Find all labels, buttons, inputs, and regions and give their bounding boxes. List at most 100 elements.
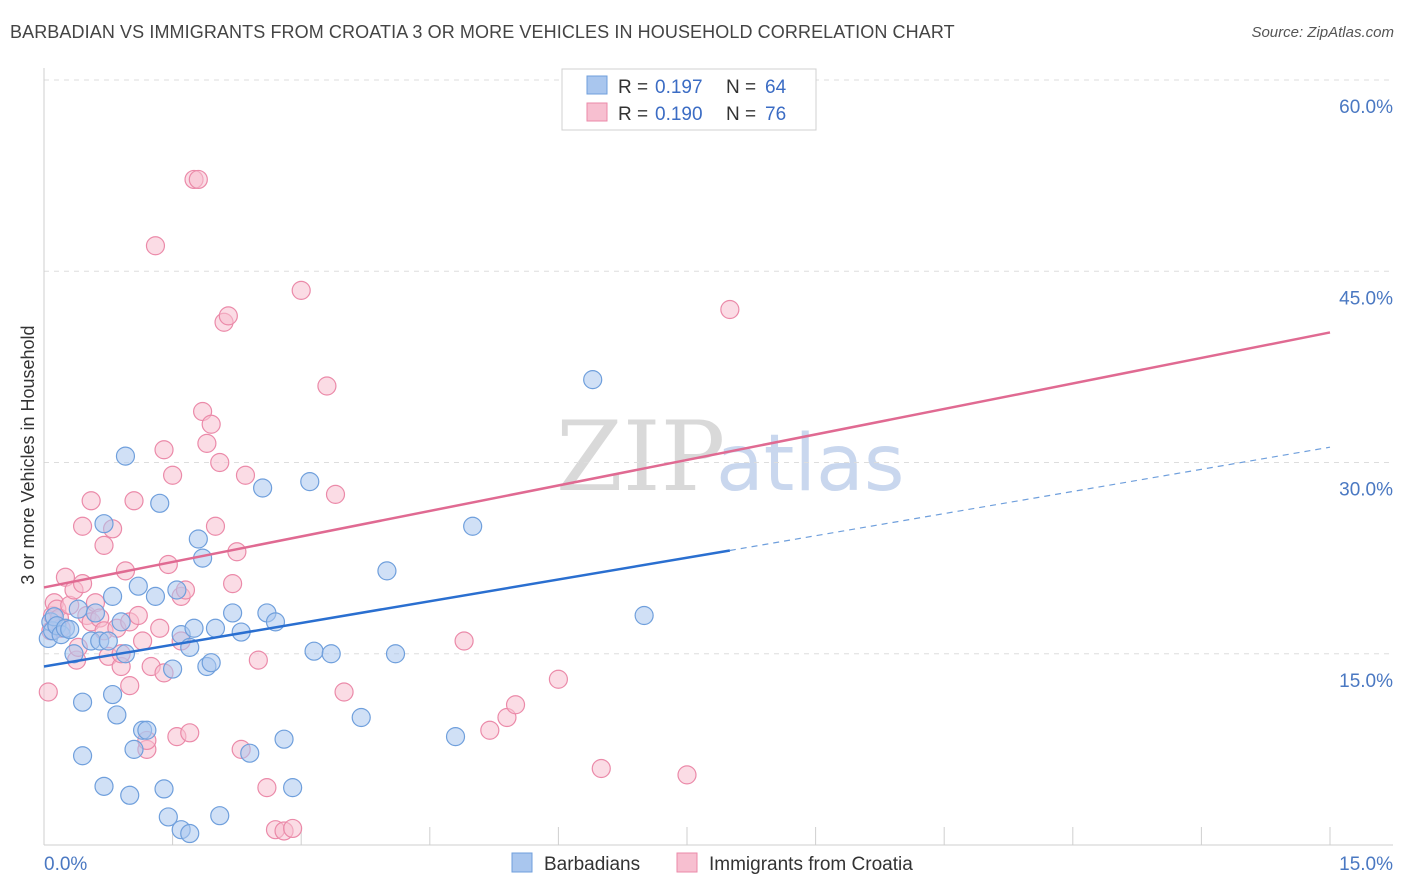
legend-swatch-blue	[586, 75, 608, 95]
point-barbadians-18	[102, 586, 123, 606]
legend-r-label-2: R =	[618, 104, 648, 125]
point-barbadians-15	[94, 776, 114, 796]
point-croatia-50	[218, 306, 238, 326]
point-barbadians-58	[377, 561, 397, 581]
point-barbadians-31	[154, 779, 174, 799]
chart-source: Source: ZipAtlas.com	[1251, 24, 1394, 41]
point-barbadians-57	[351, 707, 371, 728]
point-barbadians-19	[102, 684, 123, 705]
point-barbadians-25	[124, 739, 144, 759]
bottom-legend-swatch-croatia	[676, 852, 698, 873]
point-barbadians-9	[68, 599, 88, 619]
point-croatia-28	[124, 491, 144, 511]
point-barbadians-52	[274, 729, 294, 749]
legend-n-label-1: N =	[726, 77, 756, 98]
point-croatia-63	[334, 682, 354, 702]
point-barbadians-61	[463, 516, 483, 536]
y-tick-label-1: 30.0%	[1339, 480, 1393, 501]
point-barbadians-8	[64, 644, 84, 664]
point-barbadians-20	[107, 705, 127, 725]
y-tick-label-2: 45.0%	[1339, 288, 1393, 309]
point-croatia-35	[154, 440, 174, 460]
point-barbadians-10	[72, 692, 93, 712]
point-barbadians-21	[111, 612, 131, 632]
trend-line-barbadians	[43, 549, 731, 668]
point-croatia-64	[454, 631, 474, 651]
point-croatia-20	[94, 535, 114, 555]
point-croatia-70	[677, 765, 697, 785]
point-barbadians-39	[184, 618, 204, 638]
point-barbadians-29	[145, 586, 166, 606]
point-croatia-46	[201, 414, 221, 434]
series-legend: Barbadians Immigrants from Croatia	[511, 852, 913, 875]
point-croatia-69	[591, 758, 611, 779]
point-croatia-33	[145, 236, 166, 256]
bottom-legend-swatch-barbadians	[511, 852, 533, 873]
point-croatia-52	[227, 542, 247, 562]
legend-n-value-2: 76	[765, 104, 786, 125]
point-barbadians-44	[205, 618, 226, 638]
legend-swatch-pink	[586, 102, 608, 122]
point-barbadians-56	[321, 644, 341, 664]
point-croatia-41	[180, 723, 200, 743]
point-croatia-61	[317, 376, 337, 396]
y-tick-label-0: 15.0%	[1339, 671, 1393, 692]
point-barbadians-40	[188, 529, 208, 549]
point-barbadians-49	[253, 478, 273, 498]
point-croatia-45	[197, 433, 217, 453]
point-barbadians-59	[385, 644, 406, 664]
point-barbadians-46	[223, 603, 243, 623]
bottom-legend-barbadians: Barbadians	[544, 854, 640, 875]
point-barbadians-55	[304, 641, 324, 661]
point-croatia-60	[291, 280, 311, 300]
point-croatia-30	[132, 631, 153, 651]
point-croatia-59	[283, 818, 303, 839]
point-barbadians-30	[150, 493, 170, 513]
legend-n-label-2: N =	[726, 104, 756, 125]
point-barbadians-37	[180, 823, 200, 844]
y-tick-label-3: 60.0%	[1339, 97, 1393, 118]
point-croatia-47	[205, 516, 226, 536]
point-barbadians-22	[115, 446, 136, 466]
legend-r-label-1: R =	[618, 77, 648, 98]
point-barbadians-63	[634, 605, 654, 626]
legend-r-value-1: 0.197	[655, 77, 703, 98]
trend-line-croatia	[43, 331, 1331, 589]
trend-line-barbadians-extension	[729, 446, 1331, 552]
x-tick-label-max: 15.0%	[1339, 854, 1393, 875]
point-barbadians-32	[158, 807, 178, 827]
point-barbadians-13	[85, 603, 106, 623]
point-croatia-55	[248, 650, 268, 670]
grid	[44, 79, 1393, 655]
point-croatia-29	[128, 605, 148, 626]
point-barbadians-7	[60, 619, 80, 640]
series-barbadians	[38, 370, 654, 844]
chart-title: BARBADIAN VS IMMIGRANTS FROM CROATIA 3 O…	[10, 22, 955, 42]
point-barbadians-26	[128, 576, 148, 596]
point-barbadians-34	[167, 580, 187, 600]
tick-labels: 15.0% 30.0% 45.0% 60.0% 0.0% 15.0%	[44, 97, 1393, 875]
point-barbadians-11	[72, 746, 93, 766]
point-croatia-0	[38, 682, 58, 702]
point-croatia-15	[81, 491, 101, 511]
point-croatia-48	[210, 452, 230, 473]
point-croatia-56	[257, 778, 277, 798]
point-barbadians-28	[137, 720, 157, 740]
point-croatia-51	[223, 574, 243, 594]
point-barbadians-48	[240, 743, 260, 763]
point-barbadians-60	[445, 727, 466, 747]
watermark: ZIP atlas	[556, 401, 905, 513]
trend-lines	[43, 331, 1331, 668]
point-croatia-54	[235, 465, 256, 485]
x-tick-label-min: 0.0%	[44, 854, 87, 875]
watermark-atlas: atlas	[716, 419, 905, 509]
point-croatia-65	[480, 720, 500, 740]
y-axis-title: 3 or more Vehicles in Household	[18, 325, 38, 584]
point-barbadians-54	[300, 472, 320, 492]
point-croatia-13	[72, 516, 93, 536]
point-barbadians-62	[583, 370, 603, 390]
point-croatia-67	[505, 695, 526, 715]
bottom-legend-croatia: Immigrants from Croatia	[709, 854, 913, 875]
point-croatia-62	[325, 484, 346, 504]
